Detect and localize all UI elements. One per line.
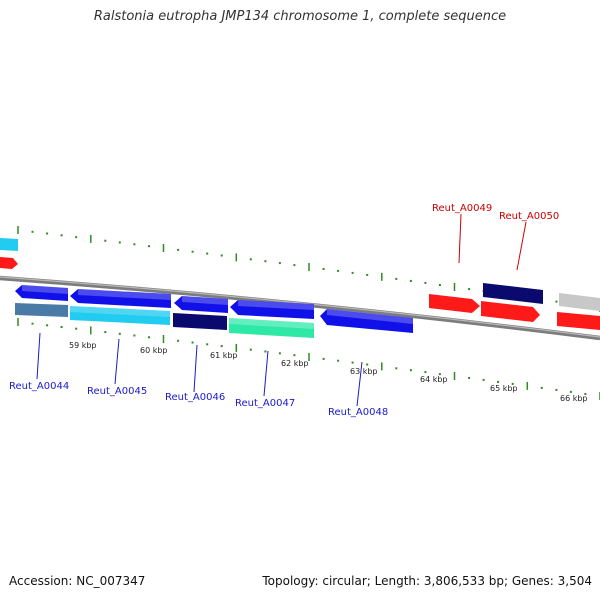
gene-shade [327,309,413,324]
leader-reut-a0050 [516,221,527,271]
gene-box[interactable] [173,313,227,330]
inner-tick-ring [17,318,600,400]
gene-arrow-reverse[interactable] [230,300,314,319]
gene-box[interactable] [557,312,600,330]
gene-shade [22,285,68,294]
label-leaders [36,213,527,407]
gene-box[interactable] [70,306,170,325]
leader-reut-a0044 [36,332,41,380]
leader-reut-a0046 [193,344,198,393]
kbp-label: 64 kbp [420,375,448,384]
gene-box[interactable] [483,283,543,304]
map-title: Ralstonia eutropha JMP134 chromosome 1, … [93,9,507,24]
gene-label-reut-a0044[interactable]: Reut_A0044 [9,381,69,392]
gene-arrow-forward[interactable] [481,301,540,322]
gene-arrow-forward[interactable] [0,238,18,251]
leader-reut-a0048 [356,361,363,407]
kbp-label: 61 kbp [210,351,238,360]
kbp-label: 65 kbp [490,384,518,393]
gene-track [0,238,600,338]
gene-label-reut-a0047[interactable]: Reut_A0047 [235,398,295,409]
gene-arrow-forward[interactable] [0,257,18,269]
gene-box[interactable] [15,303,68,317]
leader-reut-a0047 [263,350,269,397]
gene-label-reut-a0048[interactable]: Reut_A0048 [328,407,388,418]
gene-label-reut-a0050[interactable]: Reut_A0050 [499,211,559,222]
gene-shade [229,318,314,329]
kbp-label: 63 kbp [350,367,378,376]
gene-arrow-reverse[interactable] [320,309,413,333]
gene-label-reut-a0049[interactable]: Reut_A0049 [432,203,492,214]
gene-arrow-reverse[interactable] [15,285,68,301]
accession-text: Accession: NC_007347 [9,574,146,588]
gene-shade [182,296,228,305]
kbp-label: 62 kbp [281,359,309,368]
kbp-label: 59 kbp [69,341,97,350]
chromosome-backbone-highlight [0,276,600,338]
gene-box[interactable] [559,293,600,311]
gene-label-reut-a0046[interactable]: Reut_A0046 [165,392,225,403]
genome-summary-text: Topology: circular; Length: 3,806,533 bp… [262,574,592,588]
gene-arrow-reverse[interactable] [70,289,171,308]
kbp-label: 66 kbp [560,394,588,403]
gene-shade [238,300,314,310]
gene-shade [70,306,170,317]
leader-reut-a0045 [114,338,120,385]
gene-box[interactable] [229,318,314,338]
leader-reut-a0049 [458,213,462,264]
gene-shade [78,289,171,300]
gene-label-reut-a0045[interactable]: Reut_A0045 [87,386,147,397]
kbp-label: 60 kbp [140,346,168,355]
gene-arrow-reverse[interactable] [174,296,228,313]
gene-arrow-forward[interactable] [429,294,480,313]
